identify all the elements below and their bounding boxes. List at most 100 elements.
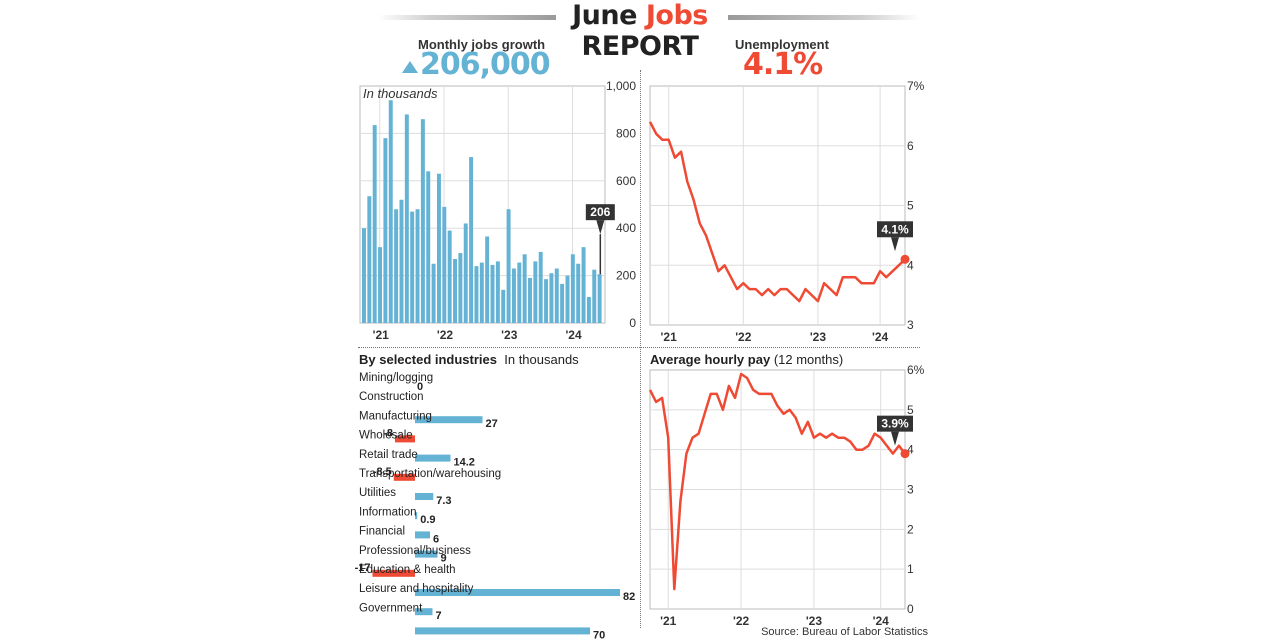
title-june: June xyxy=(572,0,646,31)
industry-bar xyxy=(415,589,620,596)
jobs-bar xyxy=(458,253,463,323)
jobs-bar xyxy=(544,279,549,323)
industry-bar xyxy=(393,473,415,481)
industry-bar xyxy=(415,454,451,462)
jobs-bar xyxy=(415,209,420,323)
industry-value-label: 27 xyxy=(486,418,498,430)
industry-label: Mining/logging xyxy=(359,372,433,384)
industry-label: Utilities xyxy=(359,487,396,499)
title-jobs: Jobs xyxy=(645,0,709,31)
jobs-y-tick-label: 600 xyxy=(616,174,636,188)
jobs-bar xyxy=(490,264,495,323)
industry-bar xyxy=(415,608,433,616)
jobs-bar xyxy=(378,247,383,323)
hourly-pay-y-tick-label: 3 xyxy=(907,483,914,497)
jobs-bar xyxy=(570,254,575,323)
industry-value-label: 82 xyxy=(623,591,635,603)
industry-bar xyxy=(415,512,418,520)
industry-label: Manufacturing xyxy=(359,410,432,422)
jobs-bar xyxy=(388,100,393,323)
jobs-bar xyxy=(549,273,554,323)
page-title-bottom: REPORT xyxy=(581,31,699,62)
jobs-y-tick-label: 200 xyxy=(616,269,636,283)
hourly-pay-x-tick-label: '21 xyxy=(660,614,677,628)
jobs-x-tick-label: '23 xyxy=(501,328,518,342)
industry-bar xyxy=(415,627,590,635)
pay-title-light: (12 months) xyxy=(773,352,844,367)
header-left-rule xyxy=(378,15,556,20)
jobs-bar xyxy=(383,138,388,323)
jobs-bar xyxy=(554,268,559,323)
industry-label: Financial xyxy=(359,526,405,538)
hourly-pay-y-tick-label: 5 xyxy=(907,403,914,417)
unemployment-y-tick-label: 6 xyxy=(907,139,914,153)
jobs-callout-label: 206 xyxy=(590,205,610,219)
industry-value-label: 0 xyxy=(417,381,423,393)
hourly-pay-y-tick-label: 1 xyxy=(907,562,914,576)
industries-title-light: In thousands xyxy=(504,352,579,367)
unemployment-x-tick-label: '21 xyxy=(661,330,678,344)
jobs-bar xyxy=(586,296,591,323)
hourly-pay-x-tick-label: '24 xyxy=(873,614,890,628)
jobs-bar xyxy=(495,261,500,323)
hourly-pay-x-tick-label: '23 xyxy=(806,614,823,628)
industry-label: Education & health xyxy=(359,564,456,576)
source-note: Source: Bureau of Labor Statistics xyxy=(761,626,928,638)
jobs-bar xyxy=(581,247,586,323)
industry-value-label: -17 xyxy=(355,562,371,574)
jobs-bar xyxy=(436,173,441,323)
horizontal-divider xyxy=(358,347,920,348)
vertical-divider xyxy=(640,70,641,628)
industry-label: Transportation/warehousing xyxy=(359,468,501,480)
industry-value-label: -8 xyxy=(383,427,393,439)
jobs-bar xyxy=(501,289,506,323)
unemployment-y-tick-label: 7% xyxy=(907,79,925,93)
jobs-bar xyxy=(479,262,484,323)
jobs-bar xyxy=(517,262,522,323)
jobs-y-tick-label: 800 xyxy=(616,126,636,140)
jobs-bar xyxy=(447,230,452,323)
jobs-growth-value: 206,000 xyxy=(420,47,551,82)
pay-title: Average hourly pay (12 months) xyxy=(650,352,843,367)
pay-title-bold: Average hourly pay xyxy=(650,352,771,367)
industry-value-label: -8.5 xyxy=(373,466,392,478)
unemployment-callout-pointer xyxy=(891,237,899,252)
unemployment-y-tick-label: 5 xyxy=(907,199,914,213)
industry-bar xyxy=(372,569,415,577)
hourly-pay-y-tick-label: 2 xyxy=(907,522,914,536)
industry-value-label: 7 xyxy=(436,610,442,622)
unemployment-y-tick-label: 4 xyxy=(907,258,914,272)
jobs-callout-box xyxy=(585,204,615,221)
up-arrow-icon xyxy=(402,61,418,73)
industry-bar xyxy=(415,416,483,424)
jobs-bar xyxy=(560,283,565,323)
jobs-bar xyxy=(367,196,372,323)
unemployment-x-tick-label: '23 xyxy=(810,330,827,344)
jobs-bar xyxy=(522,254,527,323)
jobs-bar xyxy=(420,119,425,324)
jobs-y-tick-label: 1,000 xyxy=(606,79,636,93)
jobs-x-tick-label: '24 xyxy=(565,328,582,342)
page-title-top: June Jobs xyxy=(540,0,740,32)
industry-bar xyxy=(395,435,415,443)
jobs-subtitle: In thousands xyxy=(363,86,438,101)
industry-value-label: 14.2 xyxy=(454,457,475,469)
jobs-bar xyxy=(592,269,597,323)
hourly-pay-y-tick-label: 4 xyxy=(907,443,914,457)
jobs-bar xyxy=(576,263,581,323)
hourly-pay-callout-label: 3.9% xyxy=(881,417,909,431)
industries-title-bold: By selected industries xyxy=(359,352,497,367)
jobs-bar xyxy=(485,236,490,323)
hourly-pay-x-tick-label: '22 xyxy=(733,614,750,628)
industry-label: Professional/business xyxy=(359,545,471,557)
industry-value-label: 0.9 xyxy=(420,514,435,526)
jobs-bar xyxy=(469,157,474,323)
jobs-bar xyxy=(565,275,570,323)
jobs-bar xyxy=(597,274,602,323)
jobs-bar xyxy=(362,228,366,323)
jobs-y-tick-label: 0 xyxy=(629,316,636,330)
jobs-bar xyxy=(538,251,543,323)
jobs-bar xyxy=(528,277,532,323)
jobs-bar xyxy=(426,171,431,323)
